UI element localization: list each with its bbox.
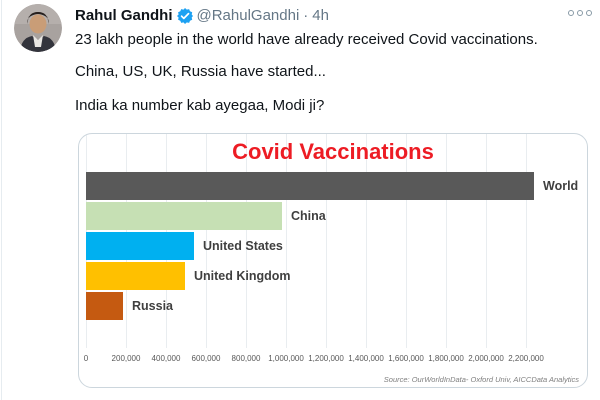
x-axis-tick-label: 1,800,000: [428, 354, 464, 363]
more-options-icon[interactable]: [568, 10, 592, 16]
bar-united-kingdom: [86, 262, 185, 290]
tweet-text-line-2: China, US, UK, Russia have started...: [75, 63, 326, 80]
x-axis-tick-label: 0: [83, 354, 89, 363]
bar-russia: [86, 292, 123, 320]
chart-title: Covid Vaccinations: [232, 139, 434, 164]
gridline: [326, 134, 327, 348]
bar-china: [86, 202, 282, 230]
tweet-left-border: [1, 0, 2, 400]
chart-source-credit: Source: OurWorldInData- Oxford Univ, AIC…: [383, 375, 579, 384]
avatar-photo: [14, 4, 62, 52]
tweet-text-line-3: India ka number kab ayegaa, Modi ji?: [75, 97, 325, 114]
gridline: [286, 134, 287, 348]
bar-row-world: World: [86, 172, 587, 200]
gridline: [526, 134, 527, 348]
bar-category-label: United States: [203, 239, 283, 253]
bar-row-united-kingdom: United Kingdom: [86, 262, 587, 290]
x-axis-tick-label: 1,200,000: [308, 354, 344, 363]
chart-plot-area: World China United States United Kingdom Rus…: [83, 134, 587, 387]
bar-category-label: United Kingdom: [194, 269, 291, 283]
bar-category-label: World: [543, 179, 579, 193]
dot: [577, 10, 583, 16]
meta-separator: ·: [303, 7, 309, 24]
x-axis-tick-label: 2,200,000: [508, 354, 544, 363]
bar-united-states: [86, 232, 194, 260]
x-axis-tick-label: 2,000,000: [468, 354, 504, 363]
bar-row-china: China: [86, 202, 587, 230]
x-axis-tick-label: 1,000,000: [268, 354, 304, 363]
gridline: [406, 134, 407, 348]
gridline: [206, 134, 207, 348]
avatar[interactable]: [14, 4, 62, 52]
tweet-timestamp[interactable]: 4h: [312, 7, 329, 24]
x-axis-tick-label: 1,600,000: [388, 354, 424, 363]
author-name[interactable]: Rahul Gandhi: [75, 7, 173, 24]
gridline: [486, 134, 487, 348]
bar-category-label: China: [291, 209, 326, 223]
tweet-header: Rahul Gandhi @RahulGandhi · 4h: [75, 7, 329, 24]
tweet-text-line-1: 23 lakh people in the world have already…: [75, 31, 538, 48]
x-axis-tick-label: 1,400,000: [348, 354, 384, 363]
chart-axis: 0 200,000 400,000 600,000 800,000 1,000,000 1,…: [83, 354, 587, 366]
tweet-media-chart[interactable]: World China United States United Kingdom Rus…: [78, 133, 588, 388]
bar-row-russia: Russia: [86, 292, 587, 320]
x-axis-tick-label: 800,000: [231, 354, 261, 363]
bar-row-united-states: United States: [86, 232, 587, 260]
dot: [586, 10, 592, 16]
x-axis-tick-label: 600,000: [191, 354, 221, 363]
x-axis-tick-label: 200,000: [111, 354, 141, 363]
gridline: [246, 134, 247, 348]
gridline: [366, 134, 367, 348]
x-axis-tick-label: 400,000: [151, 354, 181, 363]
dot: [568, 10, 574, 16]
gridline: [446, 134, 447, 348]
verified-badge-icon: [176, 8, 193, 24]
bar-world: [86, 172, 534, 200]
author-handle[interactable]: @RahulGandhi: [196, 7, 300, 24]
bar-category-label: Russia: [132, 299, 173, 313]
